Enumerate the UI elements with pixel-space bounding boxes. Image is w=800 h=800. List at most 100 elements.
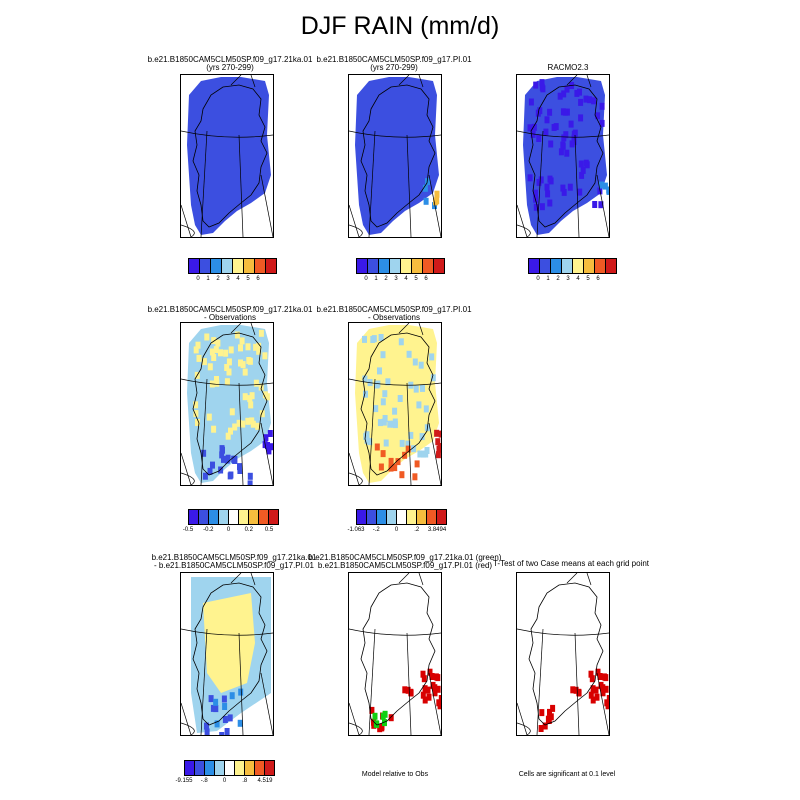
graticule <box>349 573 441 735</box>
greenland-map-2 <box>349 75 441 237</box>
colorbar-swatch <box>379 259 390 273</box>
colorbar-tick-label: .2 <box>414 527 420 533</box>
colorbar-swatch <box>239 510 249 524</box>
colorbar-swatch <box>377 510 387 524</box>
data-cells <box>538 704 556 732</box>
colorbar-swatch <box>200 259 211 273</box>
colorbar-tick-label: 5 <box>246 276 250 282</box>
map-panel-7 <box>348 572 442 736</box>
coastline <box>360 582 436 726</box>
colorbar-swatch <box>211 259 222 273</box>
graticule <box>517 573 609 735</box>
graticule <box>181 75 273 237</box>
colorbar-tick-label: 3.8494 <box>427 527 447 533</box>
panel-3-title: RACMO2.3 <box>547 63 589 72</box>
colorbar-swatch <box>357 510 367 524</box>
colorbar-swatch <box>225 761 235 775</box>
data-cells <box>193 329 270 440</box>
colorbar-tick-label: 4 <box>236 276 240 282</box>
map-panel-4 <box>180 322 274 486</box>
colorbar-swatch <box>367 510 377 524</box>
data-cells <box>599 181 609 195</box>
data-cells <box>588 668 609 710</box>
colorbar-swatch <box>434 259 444 273</box>
colorbar-6-labels: -9.155 -.8 0 .8 4.519 <box>175 778 272 788</box>
colorbar-swatch <box>390 259 401 273</box>
data-cells <box>402 686 414 697</box>
colorbar-swatch <box>529 259 540 273</box>
coastline <box>528 582 604 726</box>
graticule <box>349 75 441 237</box>
greenland-map-8 <box>517 573 609 735</box>
colorbar-3 <box>528 258 617 274</box>
colorbar-tick-label: 4 <box>404 276 408 282</box>
colorbar-swatch <box>205 761 215 775</box>
land-fill <box>355 77 439 235</box>
colorbar-swatch <box>407 510 417 524</box>
colorbar-swatch <box>195 761 205 775</box>
colorbar-swatch <box>215 761 225 775</box>
data-cells <box>201 445 253 485</box>
colorbar-tick-label: 1 <box>546 276 550 282</box>
colorbar-swatch <box>269 510 278 524</box>
colorbar-tick-label: 0 <box>196 276 200 282</box>
greenland-map-5 <box>349 323 441 485</box>
data-cells <box>374 443 420 481</box>
colorbar-tick-label: 6 <box>424 276 428 282</box>
colorbar-swatch <box>584 259 595 273</box>
colorbar-tick-label: 5 <box>414 276 418 282</box>
colorbar-swatch <box>540 259 551 273</box>
colorbar-swatch <box>244 259 255 273</box>
colorbar-swatch <box>606 259 616 273</box>
colorbar-5-labels: -1.063 -.2 0 .2 3.8494 <box>347 527 446 537</box>
note-significance: Cells are significant at 0.1 level <box>518 771 616 778</box>
colorbar-tick-label: 1 <box>206 276 210 282</box>
colorbar-tick-label: 4.519 <box>257 778 273 784</box>
colorbar-swatch <box>219 510 229 524</box>
coastline <box>528 84 604 228</box>
data-cells <box>362 334 436 458</box>
graticule <box>517 75 609 237</box>
colorbar-swatch <box>387 510 397 524</box>
colorbar-swatch <box>209 510 219 524</box>
coastline <box>360 332 436 476</box>
colorbar-tick-label: -0.2 <box>203 527 214 533</box>
coastline <box>192 84 268 228</box>
colorbar-tick-label: 6 <box>596 276 600 282</box>
land-fill-yellow <box>203 593 255 693</box>
colorbar-swatch <box>222 259 233 273</box>
colorbar-tick-label: 2 <box>556 276 560 282</box>
map-panel-3 <box>516 74 610 238</box>
colorbar-tick-label: 0 <box>364 276 368 282</box>
colorbar-swatch <box>573 259 584 273</box>
greenland-map-4 <box>181 323 273 485</box>
map-panel-8 <box>516 572 610 736</box>
colorbar-swatch <box>249 510 259 524</box>
colorbar-swatch <box>199 510 209 524</box>
graticule <box>349 323 441 485</box>
colorbar-tick-label: -0.5 <box>182 527 194 533</box>
map-panel-2 <box>348 74 442 238</box>
colorbar-swatch <box>423 259 434 273</box>
colorbar-swatch <box>417 510 427 524</box>
colorbar-swatch <box>595 259 606 273</box>
colorbar-tick-label: 0.5 <box>264 527 274 533</box>
colorbar-4 <box>188 509 279 525</box>
colorbar-tick-label: 0 <box>394 527 399 533</box>
colorbar-swatch <box>368 259 379 273</box>
colorbar-swatch <box>255 761 265 775</box>
colorbar-swatch <box>266 259 276 273</box>
colorbar-5 <box>356 509 447 525</box>
colorbar-tick-label: 2 <box>216 276 220 282</box>
colorbar-2 <box>356 258 445 274</box>
colorbar-swatch <box>229 510 239 524</box>
map-panel-5 <box>348 322 442 486</box>
panel-7-title: b.e21.B1850CAM5CLM50SP.f09_g17.21ka.01 (… <box>308 553 502 570</box>
data-cells <box>420 668 441 710</box>
data-cells <box>434 429 441 459</box>
panel-4-title: b.e21.B1850CAM5CLM50SP.f09_g17.21ka.01- … <box>147 305 313 322</box>
colorbar-4-labels: -0.5 -0.2 0 0.2 0.5 <box>183 527 274 537</box>
colorbar-tick-label: 4 <box>576 276 580 282</box>
coastline <box>192 582 268 726</box>
colorbar-swatch <box>551 259 562 273</box>
